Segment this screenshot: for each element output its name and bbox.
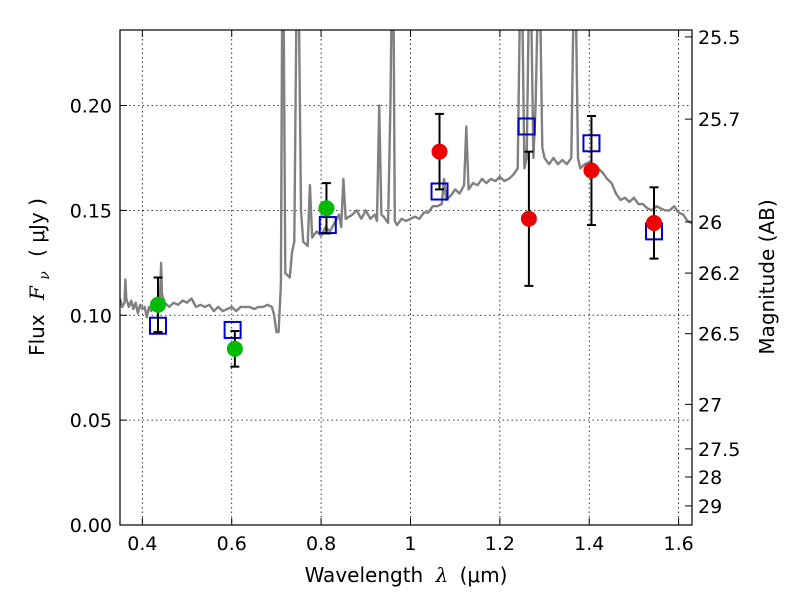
y2-tick-label: 26 [698,212,722,234]
plot-frame [119,29,693,526]
y-axis-title: Flux F ν ( μJy ) [25,198,54,356]
x-axis-title: Wavelength λ (μm) [305,563,508,587]
y2-axis-title: Magnitude (AB) [755,199,779,354]
x-tick-label: 1.4 [574,533,604,555]
y-tick-label: 0.00 [70,515,112,537]
observed-point [520,210,537,227]
x-tick-label: 0.4 [127,533,157,555]
model-square-marker [517,117,536,136]
y2-tick-label: 26.5 [698,324,740,346]
x-tick-label: 1.6 [663,533,693,555]
y-tick-label: 0.05 [70,410,112,432]
x-tick-label: 1 [404,533,416,555]
marker-layer [148,112,664,368]
y-axis-title-symbol: F [25,285,49,301]
x-axis-title-symbol: λ [435,563,449,587]
x-tick-label: 0.8 [306,533,336,555]
y-axis-title-prefix: Flux [25,314,49,356]
y2-tick-label: 27.5 [698,439,740,461]
observed-point [149,296,166,313]
series-layer [120,30,692,334]
y2-tick-label: 28 [698,467,722,489]
y2-tick-label: 29 [698,496,722,518]
y-axis-title-subscript: ν [37,271,53,280]
y2-tick-label: 26.2 [698,263,740,285]
y2-tick-label: 25.7 [698,109,740,131]
y-tick-label: 0.10 [70,305,112,327]
y-tick-label: 0.20 [70,96,112,118]
axis-ticks: 0.4 0.6 0.8 1 1.2 1.4 1.6 0.00 0.05 0.10 0.15 0.20 2… [70,27,741,555]
observed-point [646,214,663,231]
y-axis-title-unit: ( μJy ) [25,198,49,257]
observed-point [583,162,600,179]
observed-point [318,200,335,217]
plot-background [120,30,692,525]
model-square-marker [223,320,242,339]
sed-line [120,30,692,334]
y2-tick-label: 27 [698,394,722,416]
grid [120,30,692,526]
x-axis-title-prefix: Wavelength [305,563,424,587]
observed-point [226,340,243,357]
x-tick-label: 0.6 [217,533,247,555]
y-tick-label: 0.15 [70,200,112,222]
observed-point [431,143,448,160]
y2-tick-label: 25.5 [698,27,740,49]
x-tick-label: 1.2 [485,533,515,555]
x-axis-title-unit: (μm) [460,563,508,587]
